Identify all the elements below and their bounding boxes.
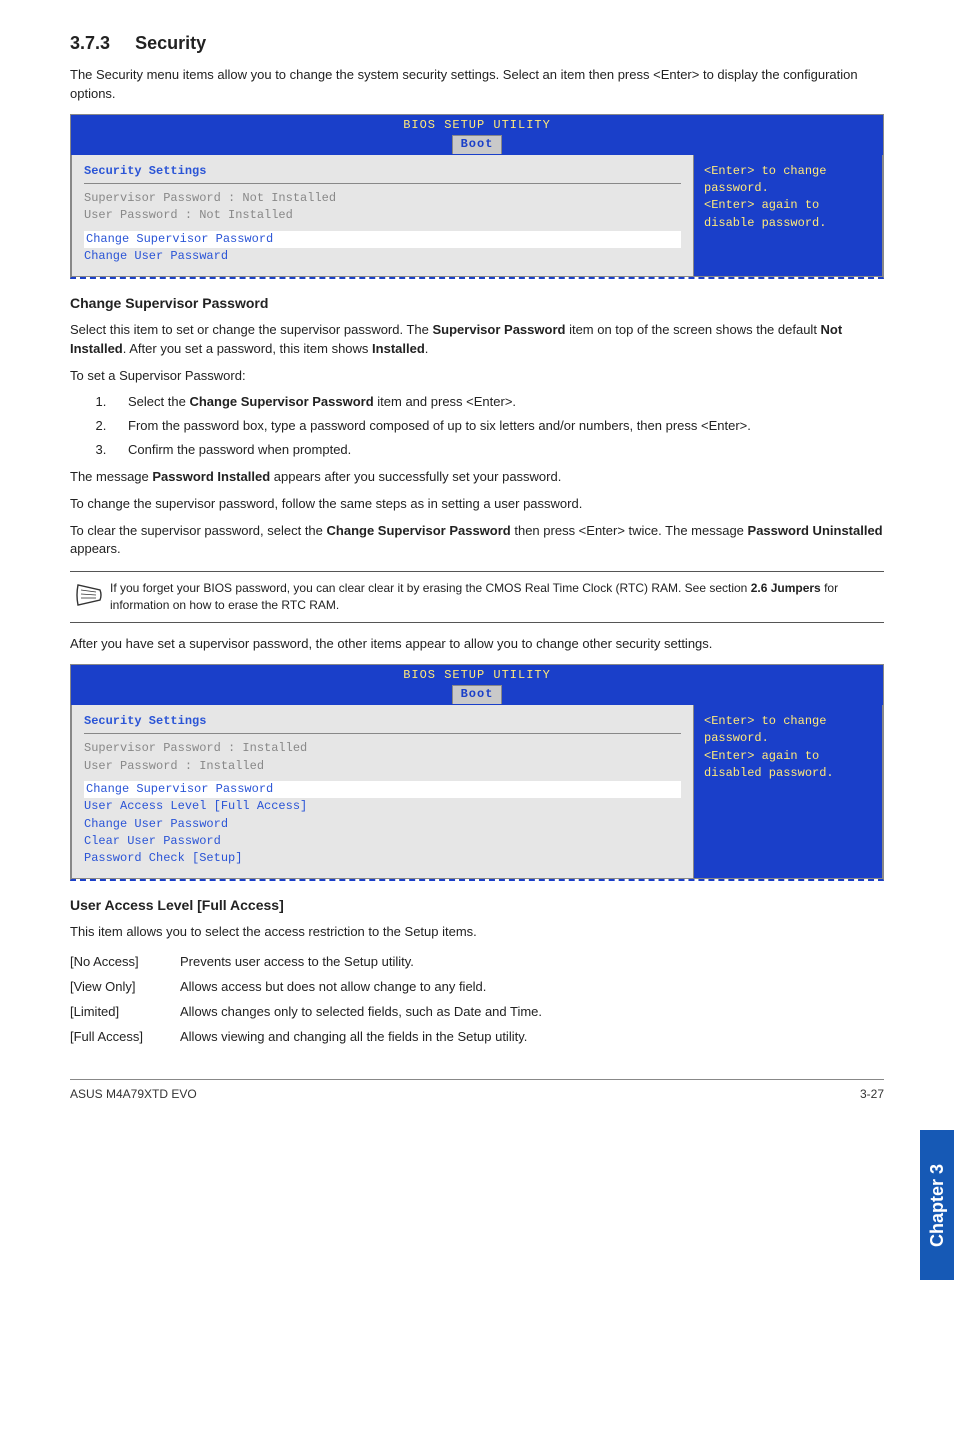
footer-right: 3-27 <box>860 1086 884 1103</box>
def-key: [No Access] <box>70 950 180 975</box>
bios-header-title: BIOS SETUP UTILITY <box>403 668 551 682</box>
def-val: Prevents user access to the Setup utilit… <box>180 950 542 975</box>
bios-help-panel: <Enter> to change password. <Enter> agai… <box>693 155 883 277</box>
bios-header: BIOS SETUP UTILITY Boot <box>71 115 883 155</box>
bios-row: Password Check [Setup] <box>84 850 681 867</box>
step-item: From the password box, type a password c… <box>110 417 884 436</box>
bios-tab: Boot <box>452 685 503 703</box>
bios-header-title: BIOS SETUP UTILITY <box>403 118 551 132</box>
paragraph: The message Password Installed appears a… <box>70 468 884 487</box>
page-footer: ASUS M4A79XTD EVO 3-27 <box>70 1079 884 1103</box>
bios-row: Supervisor Password : Not Installed <box>84 190 681 207</box>
bios-selected-row: Change Supervisor Password <box>84 781 681 798</box>
bios-row: User Access Level [Full Access] <box>84 798 681 815</box>
paragraph: After you have set a supervisor password… <box>70 635 884 654</box>
bios-row: User Password : Not Installed <box>84 207 681 224</box>
bios-row: Change User Password <box>84 816 681 833</box>
table-row: [Limited] Allows changes only to selecte… <box>70 1000 542 1025</box>
def-key: [View Only] <box>70 975 180 1000</box>
bios-header: BIOS SETUP UTILITY Boot <box>71 665 883 705</box>
note-box: If you forget your BIOS password, you ca… <box>70 571 884 623</box>
paragraph: Select this item to set or change the su… <box>70 321 884 359</box>
def-key: [Limited] <box>70 1000 180 1025</box>
definition-table: [No Access] Prevents user access to the … <box>70 950 542 1049</box>
footer-left: ASUS M4A79XTD EVO <box>70 1086 197 1103</box>
table-row: [View Only] Allows access but does not a… <box>70 975 542 1000</box>
paragraph: To change the supervisor password, follo… <box>70 495 884 514</box>
def-key: [Full Access] <box>70 1025 180 1050</box>
paragraph: To set a Supervisor Password: <box>70 367 884 386</box>
bios-tab: Boot <box>452 135 503 153</box>
section-number: 3.7.3 <box>70 33 110 53</box>
steps-list: Select the Change Supervisor Password it… <box>110 393 884 460</box>
paragraph: To clear the supervisor password, select… <box>70 522 884 560</box>
bios-row: User Password : Installed <box>84 758 681 775</box>
bios-screenshot-2: BIOS SETUP UTILITY Boot Security Setting… <box>70 664 884 881</box>
paragraph: This item allows you to select the acces… <box>70 923 884 942</box>
bios-left-title: Security Settings <box>84 163 681 184</box>
table-row: [Full Access] Allows viewing and changin… <box>70 1025 542 1050</box>
step-item: Select the Change Supervisor Password it… <box>110 393 884 412</box>
bios-screenshot-1: BIOS SETUP UTILITY Boot Security Setting… <box>70 114 884 279</box>
subheading-csp: Change Supervisor Password <box>70 293 884 313</box>
subheading-ual: User Access Level [Full Access] <box>70 895 884 915</box>
def-val: Allows access but does not allow change … <box>180 975 542 1000</box>
bios-help-panel: <Enter> to change password. <Enter> agai… <box>693 705 883 879</box>
bios-left-panel: Security Settings Supervisor Password : … <box>71 155 693 277</box>
chapter-tab: Chapter 3 <box>920 1130 954 1280</box>
section-heading: 3.7.3 Security <box>70 30 884 56</box>
step-item: Confirm the password when prompted. <box>110 441 884 460</box>
note-icon <box>74 580 110 614</box>
bios-row: Clear User Password <box>84 833 681 850</box>
intro-text: The Security menu items allow you to cha… <box>70 66 884 104</box>
bios-row: Change User Passward <box>84 248 681 265</box>
note-text: If you forget your BIOS password, you ca… <box>110 580 880 614</box>
def-val: Allows changes only to selected fields, … <box>180 1000 542 1025</box>
bios-row: Supervisor Password : Installed <box>84 740 681 757</box>
bios-left-title: Security Settings <box>84 713 681 734</box>
table-row: [No Access] Prevents user access to the … <box>70 950 542 975</box>
bios-left-panel: Security Settings Supervisor Password : … <box>71 705 693 879</box>
bios-selected-row: Change Supervisor Password <box>84 231 681 248</box>
def-val: Allows viewing and changing all the fiel… <box>180 1025 542 1050</box>
section-title: Security <box>135 33 206 53</box>
